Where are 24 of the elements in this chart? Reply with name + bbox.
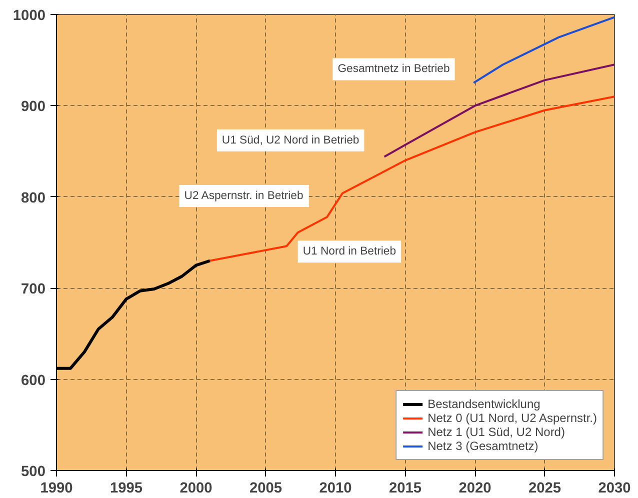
- x-tick-label: 2030: [598, 480, 631, 496]
- y-tick-label: 800: [21, 190, 46, 206]
- y-tick-label: 700: [21, 282, 46, 298]
- annotation: U1 Süd, U2 Nord in Betrieb: [222, 134, 360, 146]
- x-tick-label: 2020: [458, 480, 492, 496]
- x-tick-label: 2010: [319, 480, 352, 496]
- y-tick-label: 1000: [12, 8, 46, 24]
- y-tick-label: 600: [21, 372, 46, 389]
- x-tick-label: 2005: [249, 480, 282, 496]
- x-tick-label: 2000: [180, 480, 212, 496]
- annotation: U2 Aspernstr. in Betrieb: [184, 190, 304, 202]
- x-tick-label: 2015: [388, 480, 422, 496]
- legend-label: Netz 3 (Gesamtnetz): [428, 439, 538, 453]
- y-tick-label: 500: [21, 464, 46, 480]
- annotation: U1 Nord in Betrieb: [302, 246, 396, 258]
- y-tick-label: 900: [21, 99, 46, 116]
- line-series: [472, 16, 614, 84]
- x-tick-label: 2025: [528, 480, 562, 496]
- x-tick-label: 1995: [110, 480, 143, 496]
- legend-label: Bestandsentwicklung: [428, 397, 540, 411]
- legend-label: Netz 1 (U1 Süd, U2 Nord): [428, 425, 565, 439]
- x-tick-label: 1990: [40, 480, 73, 496]
- legend-label: Netz 0 (U1 Nord, U2 Aspernstr.): [428, 411, 597, 425]
- annotation: Gesamtnetz in Betrieb: [338, 63, 450, 76]
